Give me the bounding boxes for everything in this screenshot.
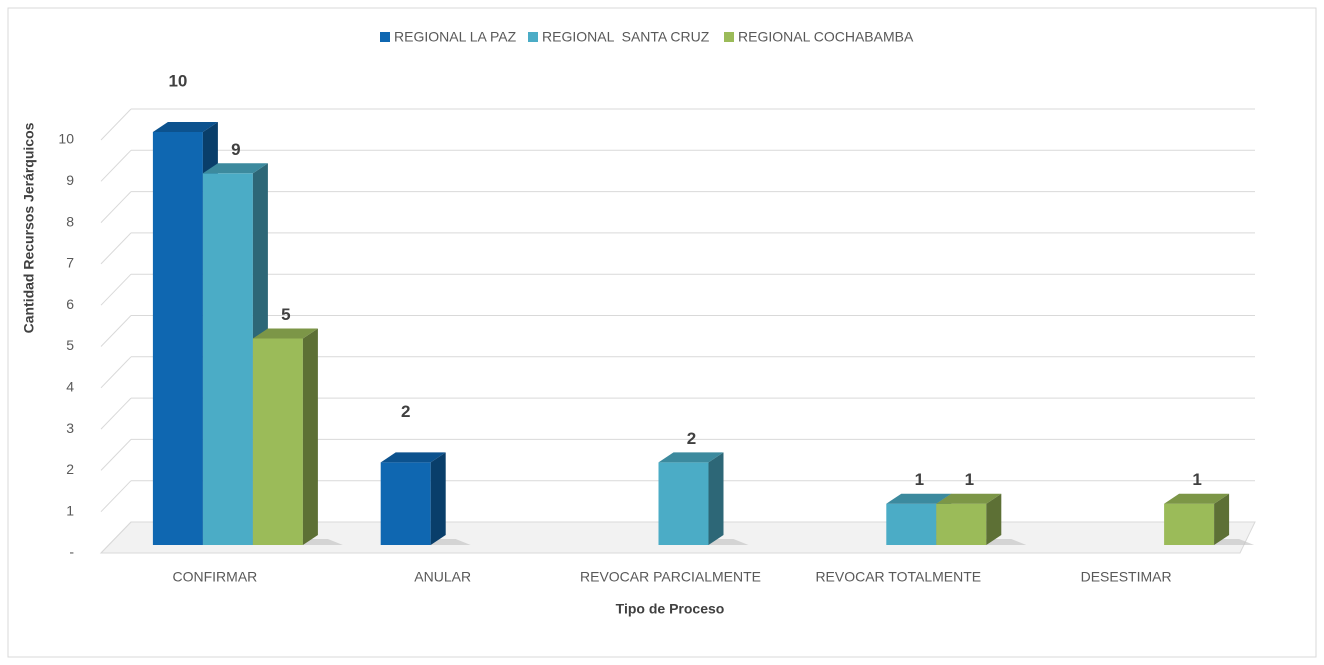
- data-label: 9: [231, 140, 240, 159]
- bar: [380, 462, 431, 545]
- x-tick-label: REVOCAR TOTALMENTE: [815, 569, 981, 585]
- bar-top: [152, 122, 218, 132]
- bar: [202, 173, 253, 546]
- y-tick-label: -: [69, 544, 74, 560]
- wall-grid-line: [100, 108, 132, 141]
- bar: [252, 338, 303, 545]
- legend-swatch: [528, 32, 538, 42]
- bar: [152, 132, 203, 545]
- y-tick-label: 10: [58, 131, 74, 147]
- bar-top: [658, 452, 724, 463]
- legend-label: REGIONAL LA PAZ: [394, 29, 517, 45]
- bar-top: [252, 328, 318, 339]
- data-label: 1: [1192, 470, 1201, 489]
- data-label: 5: [281, 305, 290, 324]
- x-tick-label: REVOCAR PARCIALMENTE: [580, 569, 761, 585]
- bar-top: [1164, 493, 1230, 504]
- legend-label: REGIONAL COCHABAMBA: [738, 29, 914, 45]
- bar-side: [1214, 493, 1230, 545]
- bar: [658, 462, 709, 545]
- bar-side: [302, 328, 318, 545]
- bar-side: [986, 493, 1002, 545]
- wall-grid-line: [100, 356, 132, 389]
- data-label: 1: [965, 470, 974, 489]
- wall-grid-line: [100, 521, 132, 554]
- bar-top: [202, 163, 268, 174]
- y-tick-label: 2: [66, 461, 74, 477]
- x-tick-label: DESESTIMAR: [1081, 569, 1172, 585]
- bar-top: [936, 493, 1002, 504]
- bar-side: [430, 452, 446, 545]
- x-axis-title: Tipo de Proceso: [616, 601, 725, 617]
- data-label: 2: [401, 402, 410, 421]
- bar-top: [380, 452, 446, 463]
- legend-label: REGIONAL SANTA CRUZ: [542, 29, 710, 45]
- data-label: 2: [687, 429, 696, 448]
- bar-top: [886, 493, 952, 504]
- data-label: 1: [915, 470, 924, 489]
- wall-grid-line: [100, 480, 132, 513]
- bar: [936, 503, 987, 545]
- bar: [886, 503, 937, 545]
- legend-swatch: [724, 32, 734, 42]
- bar-side: [708, 452, 724, 545]
- wall-grid-line: [100, 439, 132, 471]
- wall-grid-line: [100, 191, 132, 223]
- y-tick-label: 6: [66, 296, 74, 312]
- x-tick-label: CONFIRMAR: [173, 569, 258, 585]
- y-tick-label: 1: [66, 502, 74, 518]
- y-tick-label: 7: [66, 255, 74, 271]
- y-axis-title: Cantidad Recursos Jerárquicos: [21, 122, 37, 333]
- x-tick-label: ANULAR: [414, 569, 471, 585]
- bar: [1164, 503, 1215, 545]
- wall-grid-line: [100, 273, 132, 306]
- wall-grid-line: [100, 397, 132, 430]
- data-label: 10: [168, 71, 187, 90]
- wall-grid-line: [100, 149, 132, 182]
- legend-swatch: [380, 32, 390, 42]
- wall-grid-line: [100, 232, 132, 265]
- wall-grid-line: [100, 315, 132, 347]
- y-tick-label: 9: [66, 172, 74, 188]
- y-tick-label: 3: [66, 420, 74, 436]
- y-tick-label: 5: [66, 337, 74, 353]
- y-tick-label: 8: [66, 213, 74, 229]
- y-tick-label: 4: [66, 379, 74, 395]
